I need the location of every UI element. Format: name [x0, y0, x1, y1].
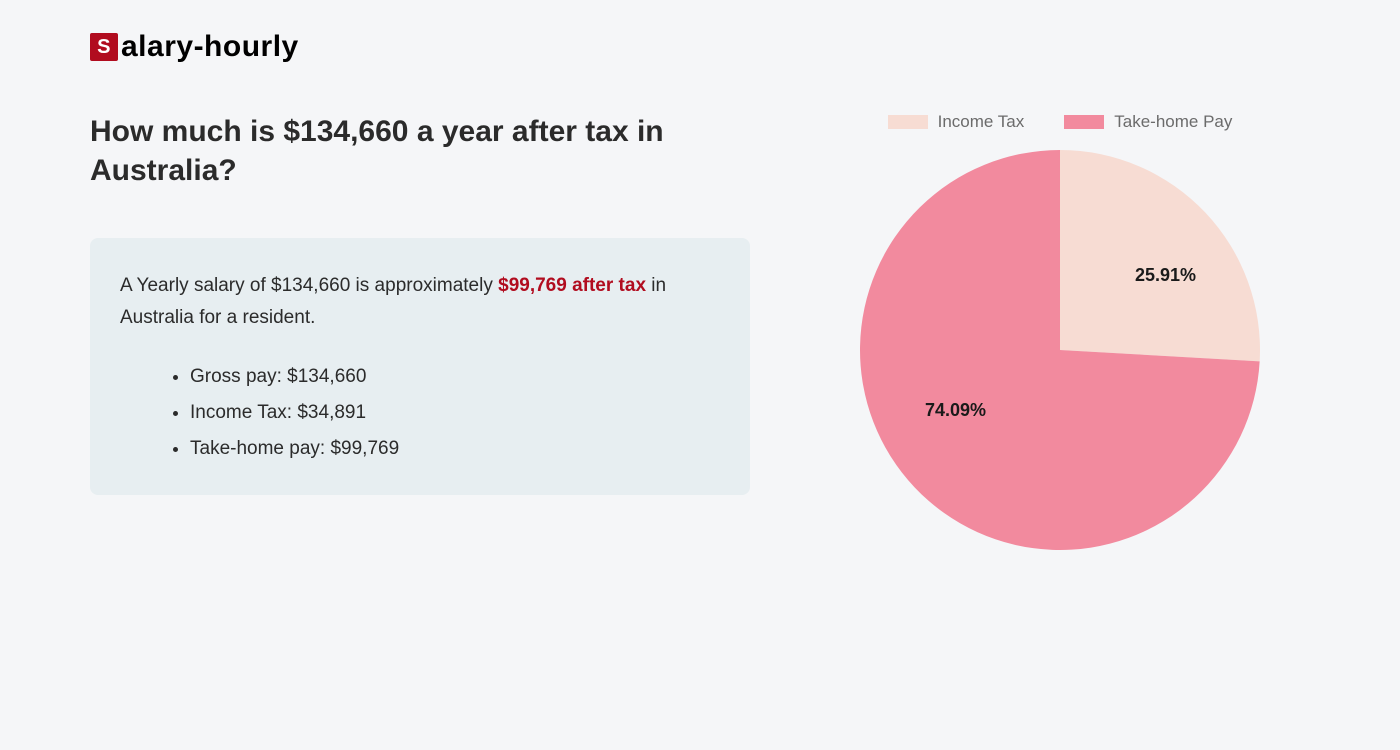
legend-label-take-home: Take-home Pay [1114, 112, 1232, 132]
logo-text: alary-hourly [121, 30, 299, 64]
summary-prefix: A Yearly salary of $134,660 is approxima… [120, 275, 498, 296]
pie-label-take-home: 74.09% [925, 400, 986, 421]
pie-chart: 25.91% 74.09% [860, 150, 1260, 550]
summary-infobox: A Yearly salary of $134,660 is approxima… [90, 238, 750, 495]
pie-label-income-tax: 25.91% [1135, 265, 1196, 286]
summary-bullets: Gross pay: $134,660 Income Tax: $34,891 … [120, 359, 720, 467]
page-root: Salary-hourly How much is $134,660 a yea… [0, 0, 1400, 550]
page-title: How much is $134,660 a year after tax in… [90, 112, 750, 190]
legend-item-income-tax: Income Tax [888, 112, 1025, 132]
legend-label-income-tax: Income Tax [938, 112, 1025, 132]
content-row: How much is $134,660 a year after tax in… [90, 112, 1310, 550]
chart-column: Income Tax Take-home Pay 25.91% 74.09% [810, 112, 1310, 550]
pie-slice-income-tax [1060, 150, 1260, 361]
pie-svg [860, 150, 1260, 550]
left-column: How much is $134,660 a year after tax in… [90, 112, 750, 495]
legend-item-take-home: Take-home Pay [1064, 112, 1232, 132]
legend-swatch-income-tax [888, 115, 928, 129]
bullet-take-home: Take-home pay: $99,769 [190, 431, 720, 467]
summary-text: A Yearly salary of $134,660 is approxima… [120, 270, 720, 335]
summary-highlight: $99,769 after tax [498, 275, 646, 296]
legend-swatch-take-home [1064, 115, 1104, 129]
logo-icon: S [90, 33, 118, 61]
site-logo: Salary-hourly [90, 30, 1310, 64]
bullet-gross-pay: Gross pay: $134,660 [190, 359, 720, 395]
bullet-income-tax: Income Tax: $34,891 [190, 395, 720, 431]
chart-legend: Income Tax Take-home Pay [888, 112, 1233, 132]
